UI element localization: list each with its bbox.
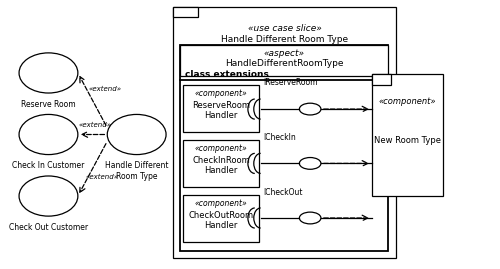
Text: ICheckOut: ICheckOut xyxy=(263,187,302,197)
Text: Handle Different Room Type: Handle Different Room Type xyxy=(222,35,348,44)
Bar xyxy=(183,140,259,187)
Bar xyxy=(372,74,392,85)
Text: «component»: «component» xyxy=(195,89,248,98)
Text: CheckOutRoom
Handler: CheckOutRoom Handler xyxy=(188,211,254,230)
Ellipse shape xyxy=(19,176,78,216)
Text: «extend»: «extend» xyxy=(78,122,112,128)
Bar xyxy=(372,74,443,196)
Text: ReserveRoom
Handler: ReserveRoom Handler xyxy=(192,101,250,120)
Text: New Room Type: New Room Type xyxy=(374,136,441,145)
Text: «aspect»: «aspect» xyxy=(264,49,304,58)
Ellipse shape xyxy=(19,114,78,155)
Text: «component»: «component» xyxy=(195,199,248,208)
Text: HandleDifferentRoomType: HandleDifferentRoomType xyxy=(224,59,343,68)
Text: Check Out Customer: Check Out Customer xyxy=(9,223,88,232)
Ellipse shape xyxy=(108,114,166,155)
Text: «extend»: «extend» xyxy=(88,86,122,92)
Bar xyxy=(174,7,198,17)
Bar xyxy=(180,45,388,76)
Bar xyxy=(183,85,259,132)
Text: CheckInRoom
Handler: CheckInRoom Handler xyxy=(192,156,250,175)
Text: IReserveRoom: IReserveRoom xyxy=(263,78,318,87)
Text: «use case slice»: «use case slice» xyxy=(248,24,322,33)
Text: Check In Customer: Check In Customer xyxy=(12,161,85,170)
Text: «component»: «component» xyxy=(195,144,248,153)
Text: «component»: «component» xyxy=(378,97,436,105)
Bar xyxy=(183,195,259,242)
Text: Reserve Room: Reserve Room xyxy=(21,100,76,109)
Ellipse shape xyxy=(19,53,78,93)
Text: «extend»: «extend» xyxy=(86,174,119,180)
Bar xyxy=(174,7,396,258)
Text: Handle Different
Room Type: Handle Different Room Type xyxy=(105,161,168,181)
Text: ICheckIn: ICheckIn xyxy=(263,133,296,142)
Text: class extensions: class extensions xyxy=(184,70,268,79)
Bar xyxy=(180,45,388,251)
